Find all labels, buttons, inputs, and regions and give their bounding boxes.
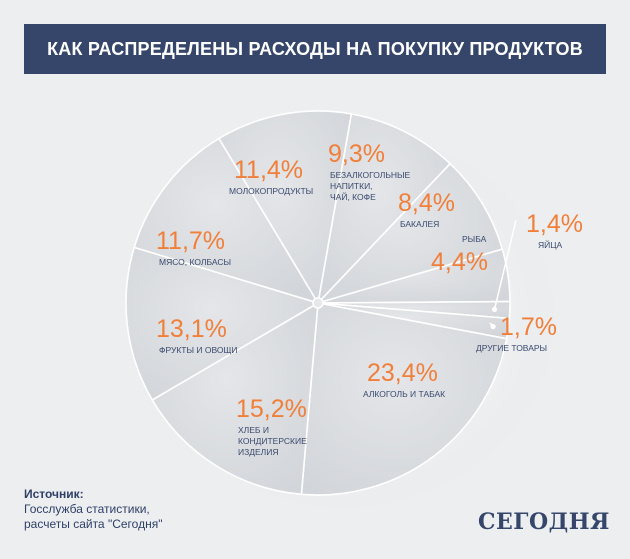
leader-line bbox=[493, 219, 517, 310]
title-banner: КАК РАСПРЕДЕЛЕНЫ РАСХОДЫ НА ПОКУПКУ ПРОД… bbox=[24, 24, 606, 74]
source-line-2: расчеты сайта "Сегодня" bbox=[24, 517, 163, 531]
leader-dot bbox=[491, 306, 498, 313]
pie-slice bbox=[133, 137, 320, 305]
slice-category-label: ХЛЕБ И КОНДИТЕРСКИЕ ИЗДЕЛИЯ bbox=[238, 425, 307, 457]
pie-slice bbox=[151, 301, 319, 496]
slice-percent-label: 1,7% bbox=[500, 313, 557, 341]
leader-lines bbox=[489, 219, 517, 330]
slice-percent-label: 15,2% bbox=[236, 395, 307, 423]
pie-center-hub bbox=[312, 297, 324, 309]
slice-percent-label: 13,1% bbox=[156, 315, 227, 343]
slice-category-label: МОЛОКОПРОДУКТЫ bbox=[229, 186, 313, 196]
segodnya-logo: СЕГОДНЯ bbox=[478, 509, 610, 535]
source-line-1: Госслужба статистики, bbox=[24, 502, 150, 516]
slice-percent-label: 11,7% bbox=[156, 227, 225, 255]
pie-slices bbox=[125, 110, 511, 496]
slice-percent-label: 4,4% bbox=[431, 248, 488, 276]
slice-category-label: БАКАЛЕЯ bbox=[400, 219, 439, 229]
chart-title: КАК РАСПРЕДЕЛЕНЫ РАСХОДЫ НА ПОКУПКУ ПРОД… bbox=[47, 38, 583, 59]
slice-percent-label: 9,3% bbox=[328, 140, 385, 168]
pie-slice bbox=[217, 110, 353, 306]
slice-category-label: РЫБА bbox=[462, 234, 487, 244]
source-heading: Источник: bbox=[24, 487, 84, 501]
slice-category-label: АЛКОГОЛЬ И ТАБАК bbox=[363, 389, 445, 399]
slice-labels: 9,3%БЕЗАЛКОГОЛЬНЫЕ НАПИТКИ, ЧАЙ, КОФЕ 8,4% Б… bbox=[156, 140, 583, 457]
slice-category-label: БЕЗАЛКОГОЛЬНЫЕ НАПИТКИ, ЧАЙ, КОФЕ bbox=[330, 170, 411, 202]
slice-category-label: ДРУГИЕ ТОВАРЫ bbox=[476, 343, 547, 353]
pie-slice bbox=[300, 302, 508, 496]
slice-percent-label: 23,4% bbox=[367, 359, 438, 387]
pie-slice bbox=[125, 246, 320, 402]
slice-category-label: ЯЙЦА bbox=[538, 239, 563, 250]
slice-percent-label: 8,4% bbox=[398, 189, 455, 217]
source-block: Источник: Госслужба статистики, расчеты … bbox=[24, 487, 162, 532]
slice-percent-label: 1,4% bbox=[526, 210, 583, 238]
pie-slice bbox=[315, 162, 504, 305]
slice-category-label: МЯСО, КОЛБАСЫ bbox=[159, 257, 231, 267]
pie-slice bbox=[316, 112, 452, 306]
leader-dot bbox=[490, 323, 496, 330]
slice-category-label: ФРУКТЫ И ОВОЩИ bbox=[159, 345, 238, 355]
slice-percent-label: 11,4% bbox=[234, 156, 303, 184]
